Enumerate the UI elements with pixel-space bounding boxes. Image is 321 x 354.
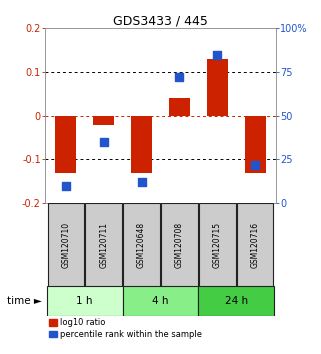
Bar [123,203,160,286]
Point [215,52,220,57]
Bar [85,203,122,286]
Point [253,162,258,167]
Bar [237,203,273,286]
Text: GSM120715: GSM120715 [213,222,222,268]
Text: GSM120710: GSM120710 [61,222,70,268]
Text: GSM120716: GSM120716 [251,222,260,268]
Bar [47,286,123,316]
Legend: log10 ratio, percentile rank within the sample: log10 ratio, percentile rank within the … [49,318,202,339]
Bar [48,203,84,286]
Bar [161,203,198,286]
Bar [131,116,152,173]
Text: 24 h: 24 h [225,296,248,306]
Text: 4 h: 4 h [152,296,169,306]
Text: GSM120648: GSM120648 [137,222,146,268]
Bar [198,286,274,316]
Text: GSM120708: GSM120708 [175,222,184,268]
Bar [169,98,190,116]
Bar [55,116,76,173]
Bar [123,286,198,316]
Bar [207,59,228,116]
Point [177,74,182,80]
Point [101,139,106,145]
Bar [245,116,266,173]
Title: GDS3433 / 445: GDS3433 / 445 [113,14,208,27]
Point [63,183,68,189]
Text: time ►: time ► [7,296,42,306]
Text: 1 h: 1 h [76,296,93,306]
Text: GSM120711: GSM120711 [99,222,108,268]
Point [139,179,144,185]
Bar [199,203,236,286]
Bar [93,116,114,125]
